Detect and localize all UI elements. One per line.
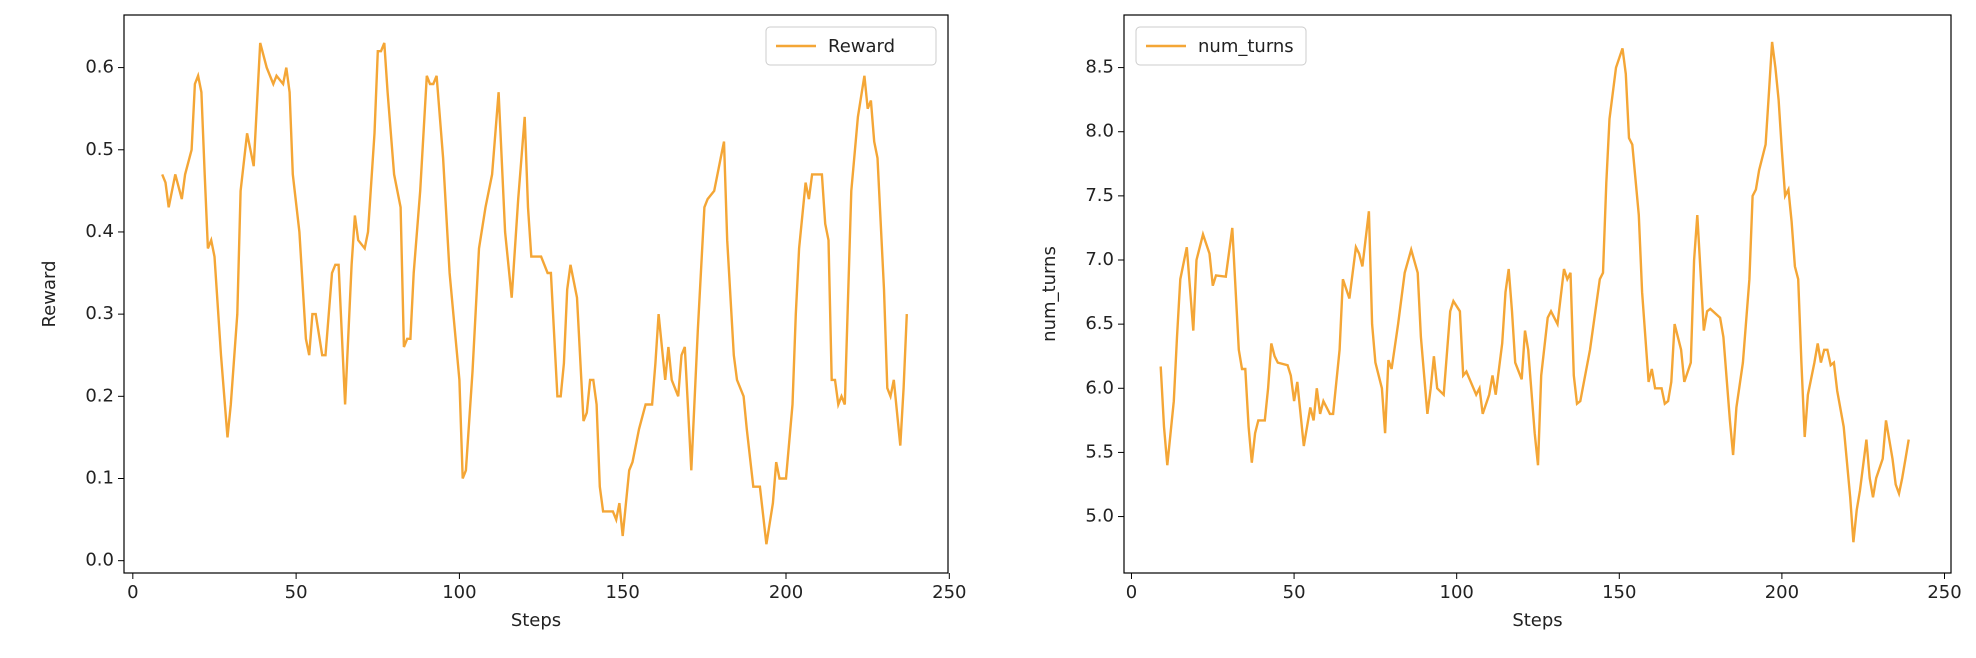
x-tick-label: 150 (1602, 582, 1636, 603)
x-tick-label: 250 (932, 582, 966, 603)
legend-label: num_turns (1198, 36, 1294, 57)
x-tick-label: 50 (1283, 582, 1306, 603)
y-tick-label: 0.5 (85, 139, 114, 160)
legend-box (765, 26, 937, 66)
y-tick-label: 8.0 (1085, 121, 1114, 142)
x-tick-label: 200 (769, 582, 803, 603)
plot-frame (1123, 14, 1952, 574)
y-tick-label: 0.2 (85, 385, 114, 406)
y-tick-label: 0.3 (85, 303, 114, 324)
y-tick-label: 6.5 (1085, 313, 1114, 334)
y-axis-label: Reward (39, 260, 60, 327)
y-tick-label: 8.5 (1085, 57, 1114, 78)
y-tick-label: 0.1 (85, 467, 114, 488)
legend-box (1135, 26, 1307, 66)
x-tick-label: 200 (1765, 582, 1799, 603)
x-tick-label: 150 (606, 582, 640, 603)
x-tick-label: 100 (1440, 582, 1474, 603)
x-axis-label: Steps (1512, 610, 1562, 631)
x-tick-label: 100 (442, 582, 476, 603)
data-line (161, 42, 908, 545)
y-tick-label: 0.4 (85, 221, 114, 242)
x-axis-label: Steps (511, 610, 561, 631)
y-tick-label: 0.6 (85, 57, 114, 78)
plot-frame (123, 14, 949, 574)
data-line (1159, 41, 1910, 543)
x-tick-label: 0 (1126, 582, 1137, 603)
y-tick-label: 5.5 (1085, 441, 1114, 462)
y-tick-label: 0.0 (85, 550, 114, 571)
y-tick-label: 5.0 (1085, 506, 1114, 527)
x-tick-label: 50 (285, 582, 308, 603)
y-tick-label: 7.5 (1085, 185, 1114, 206)
y-tick-label: 6.0 (1085, 377, 1114, 398)
y-axis-label: num_turns (1039, 246, 1060, 342)
legend-label: Reward (828, 36, 895, 57)
x-tick-label: 0 (127, 582, 138, 603)
y-tick-label: 7.0 (1085, 249, 1114, 270)
x-tick-label: 250 (1927, 582, 1961, 603)
